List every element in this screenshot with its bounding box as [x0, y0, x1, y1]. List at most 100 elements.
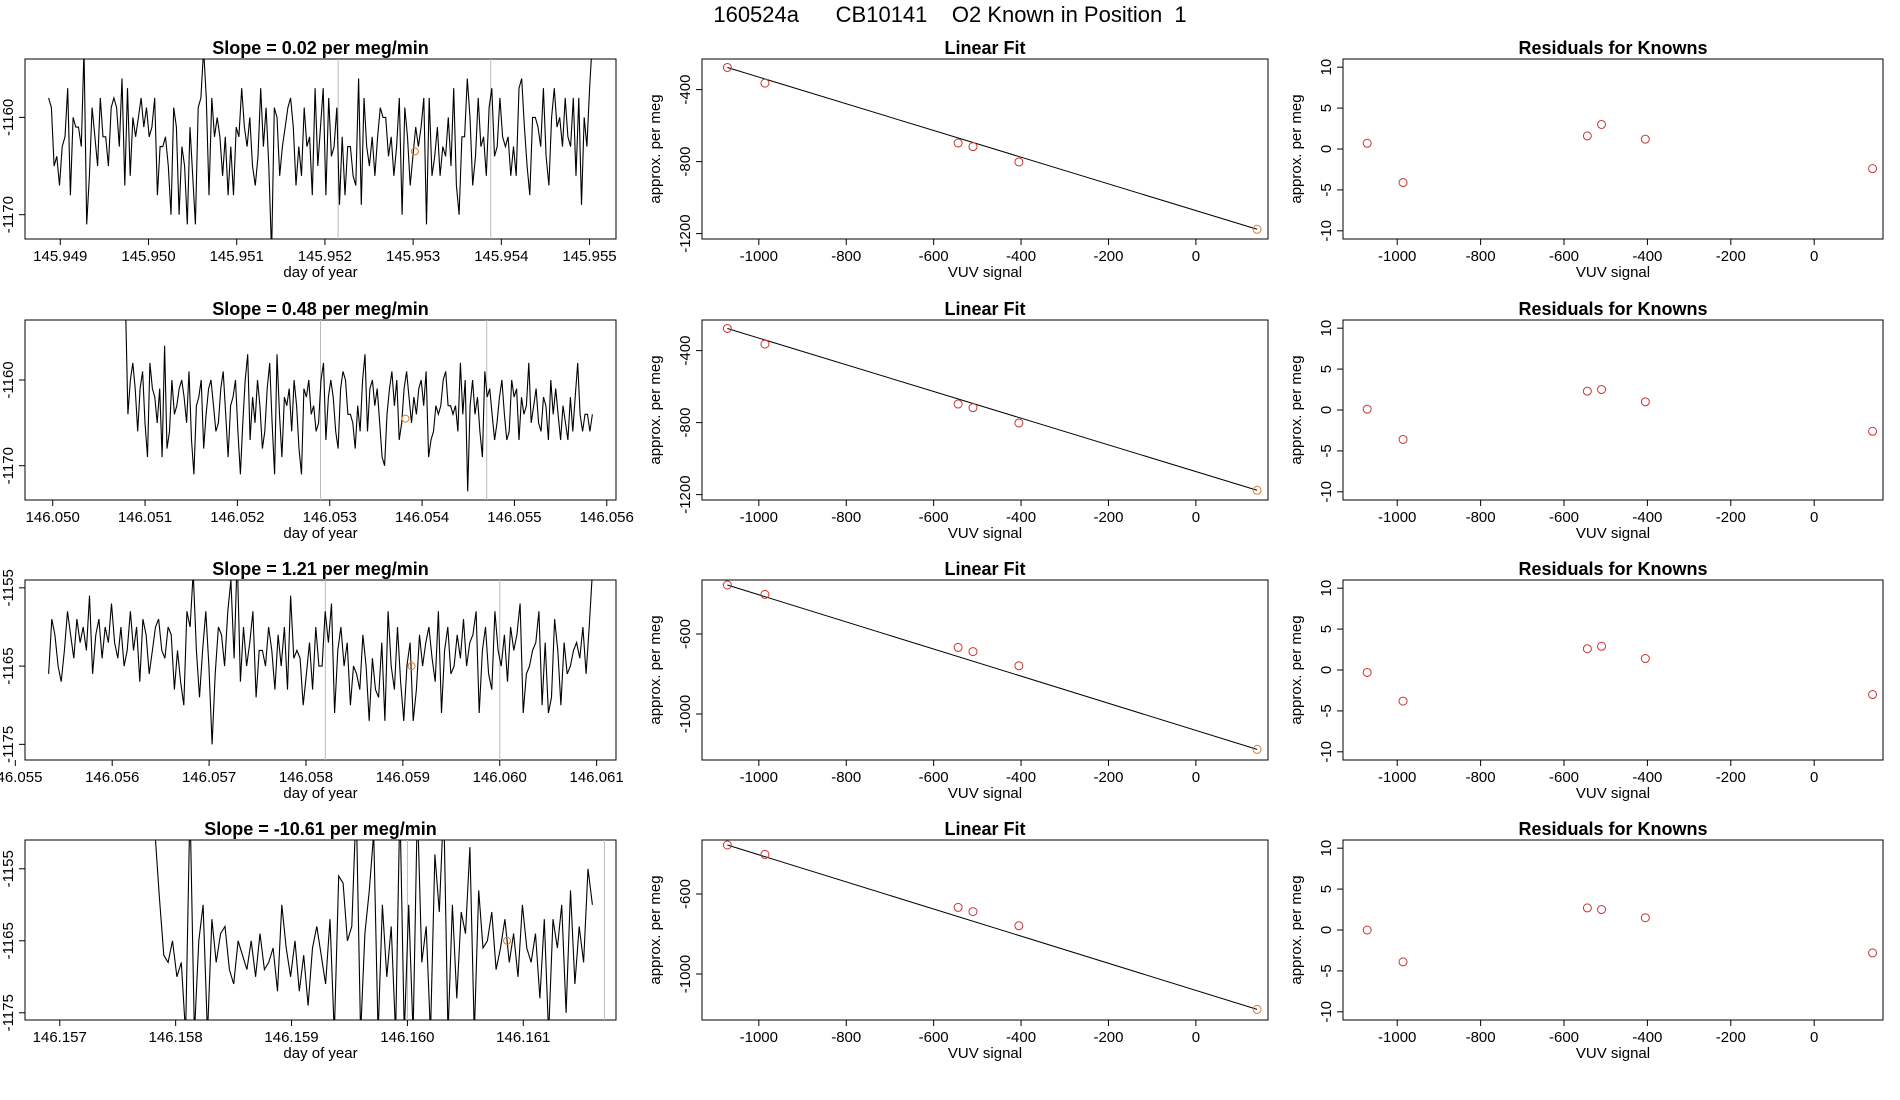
x-tick-label: 146.060 — [473, 769, 527, 786]
fit-point — [953, 902, 963, 912]
x-tick-label: -600 — [1549, 248, 1579, 265]
x-tick-label: -1000 — [740, 1029, 778, 1046]
x-tick-label: -400 — [1006, 1029, 1036, 1046]
x-tick-label: -200 — [1716, 248, 1746, 265]
x-axis-label: VUV signal — [948, 1045, 1022, 1062]
x-tick-label: 0 — [1192, 509, 1200, 526]
fit-point — [968, 907, 978, 917]
x-tick-label: 146.055 — [487, 509, 541, 526]
plot-frame — [24, 58, 617, 240]
x-tick-label: -800 — [831, 1029, 861, 1046]
residual-point — [1362, 925, 1372, 935]
plot-frame — [1342, 58, 1884, 240]
residual-point — [1362, 138, 1372, 148]
x-tick-label: 0 — [1810, 248, 1818, 265]
known-point — [407, 662, 416, 671]
y-axis-label: approx. per meg — [647, 94, 664, 203]
series-trace — [48, 580, 593, 745]
y-tick-label: -5 — [1318, 704, 1335, 717]
x-tick-label: 146.056 — [580, 509, 634, 526]
residual-point — [1398, 178, 1408, 188]
x-axis-label: VUV signal — [948, 264, 1022, 281]
x-axis-label: day of year — [283, 264, 357, 281]
panel-title: Residuals for Knowns — [1518, 38, 1707, 58]
x-tick-label: -1000 — [1378, 769, 1416, 786]
fit-point — [1014, 661, 1024, 671]
x-axis-label: day of year — [283, 525, 357, 542]
x-tick-label: 0 — [1810, 509, 1818, 526]
fit-point — [968, 647, 978, 657]
y-tick-label: -1170 — [0, 196, 17, 233]
x-tick-label: 146.161 — [496, 1029, 550, 1046]
plot-area — [154, 840, 605, 1020]
residual-point — [1597, 385, 1607, 395]
x-tick-label: -400 — [1632, 509, 1662, 526]
x-axis-label: VUV signal — [1576, 1045, 1650, 1062]
fit-point — [1252, 744, 1262, 754]
x-tick-label: 146.056 — [85, 769, 139, 786]
x-tick-label: 146.054 — [395, 509, 449, 526]
x-tick-label: 145.949 — [33, 248, 87, 265]
panel-fit-1: Linear Fit -1000 -800 -600 -400 -200 0 VUV sign… — [647, 38, 1269, 281]
series-trace — [125, 320, 593, 492]
y-axis-label: approx. per meg — [1288, 94, 1305, 203]
x-tick-label: -800 — [831, 248, 861, 265]
y-tick-label: -1160 — [0, 99, 17, 136]
x-tick-label: -800 — [1466, 1029, 1496, 1046]
x-tick-label: -200 — [1716, 769, 1746, 786]
x-tick-label: -600 — [1549, 509, 1579, 526]
y-tick-label: 10 — [1318, 320, 1335, 337]
fit-point — [760, 339, 770, 349]
x-tick-label: -600 — [919, 769, 949, 786]
plot-area — [722, 323, 1262, 495]
y-tick-label: 0 — [1318, 406, 1335, 414]
panel-title: Residuals for Knowns — [1518, 559, 1707, 579]
known-point — [503, 936, 512, 945]
x-tick-label: 145.952 — [298, 248, 352, 265]
residual-point — [1582, 386, 1592, 396]
x-axis-label: VUV signal — [1576, 525, 1650, 542]
y-tick-label: 5 — [1318, 885, 1335, 893]
y-tick-label: -800 — [677, 408, 694, 438]
x-axis-label: VUV signal — [1576, 785, 1650, 802]
panel-fit-2: Linear Fit -1000 -800 -600 -400 -200 0 VUV sign… — [647, 299, 1269, 542]
y-axis-label: approx. per meg — [647, 615, 664, 724]
x-tick-label: -400 — [1006, 769, 1036, 786]
plot-area — [1362, 119, 1878, 188]
x-axis-label: VUV signal — [1576, 264, 1650, 281]
x-tick-label: -200 — [1716, 509, 1746, 526]
x-tick-label: 146.053 — [303, 509, 357, 526]
x-tick-label: -600 — [919, 509, 949, 526]
y-tick-label: -600 — [677, 619, 694, 649]
panel-fit-4: Linear Fit -1000 -800 -600 -400 -200 0 VUV sign… — [647, 819, 1269, 1062]
x-tick-label: 145.951 — [210, 248, 264, 265]
panel-title: Residuals for Knowns — [1518, 299, 1707, 319]
y-tick-label: -1165 — [0, 922, 17, 959]
y-tick-label: -400 — [677, 336, 694, 366]
plot-area — [722, 580, 1262, 754]
residual-point — [1597, 641, 1607, 651]
y-tick-label: -400 — [677, 75, 694, 105]
panel-title: Linear Fit — [944, 299, 1025, 319]
residual-point — [1362, 667, 1372, 677]
y-tick-label: -1175 — [0, 726, 17, 763]
x-tick-label: 146.057 — [182, 769, 236, 786]
x-tick-label: -200 — [1093, 509, 1123, 526]
fit-point — [1252, 485, 1262, 495]
panel-title: Slope = 0.02 per meg/min — [212, 38, 429, 58]
plot-frame — [1342, 579, 1884, 761]
fit-point — [760, 849, 770, 859]
x-tick-label: -1000 — [740, 248, 778, 265]
y-tick-label: 5 — [1318, 625, 1335, 633]
series-trace — [48, 59, 592, 239]
plot-frame — [701, 58, 1269, 240]
y-tick-label: -1200 — [677, 214, 694, 252]
x-tick-label: 0 — [1810, 769, 1818, 786]
y-tick-label: -5 — [1318, 444, 1335, 457]
panel-title: Slope = 0.48 per meg/min — [212, 299, 429, 319]
y-tick-label: 0 — [1318, 926, 1335, 934]
x-axis-label: VUV signal — [948, 785, 1022, 802]
plot-frame — [701, 839, 1269, 1021]
x-tick-label: -800 — [831, 769, 861, 786]
